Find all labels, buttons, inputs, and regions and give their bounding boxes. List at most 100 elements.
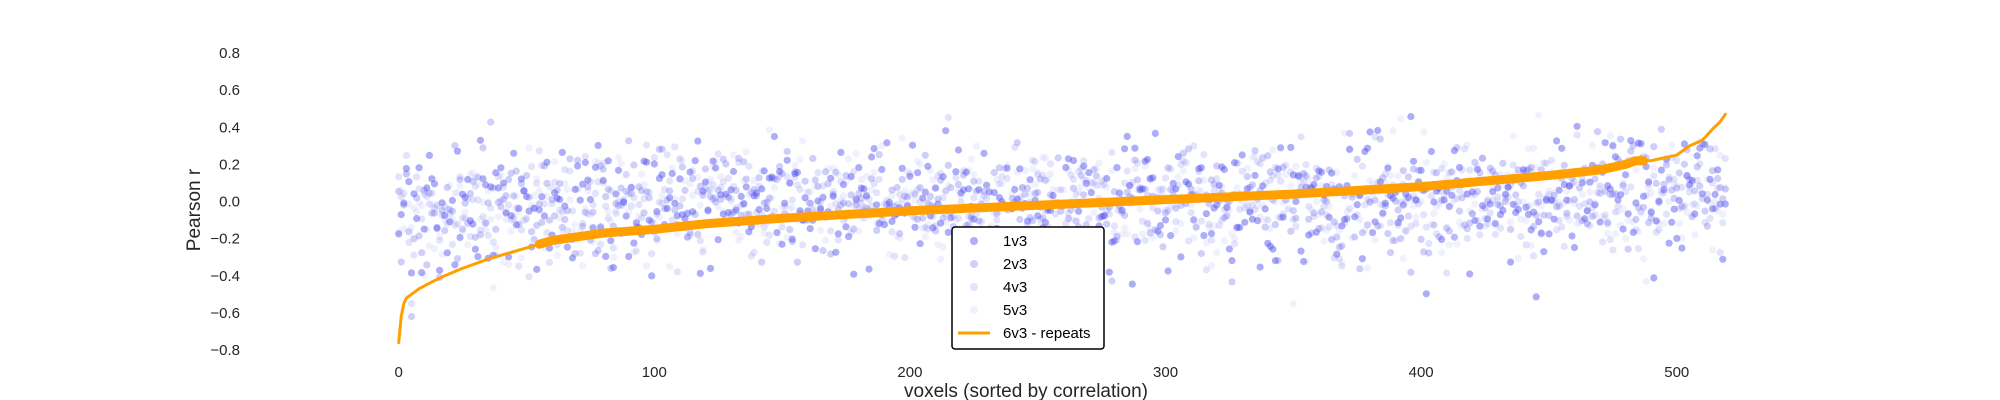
point-1v3 [1668,218,1676,226]
point-4v3 [1156,185,1164,193]
point-4v3 [1172,218,1180,226]
point-5v3 [942,218,950,226]
point-2v3 [1645,219,1653,227]
point-5v3 [469,169,477,177]
point-2v3 [466,189,474,198]
point-5v3 [845,155,853,163]
point-4v3 [1634,245,1642,253]
point-4v3 [528,163,536,171]
point-4v3 [827,227,835,235]
point-1v3 [1489,188,1497,196]
point-2v3 [1197,249,1205,258]
point-1v3 [1294,172,1303,180]
point-4v3 [650,154,658,162]
point-4v3 [1335,255,1343,263]
point-4v3 [1241,204,1249,212]
point-1v3 [750,192,758,200]
point-4v3 [1514,197,1522,205]
point-2v3 [827,250,835,258]
point-1v3 [712,164,720,172]
point-5v3 [1586,188,1594,196]
point-5v3 [1601,214,1609,222]
point-1v3 [1427,147,1435,156]
point-5v3 [1604,229,1612,238]
point-2v3 [1016,215,1024,224]
point-1v3 [873,201,881,209]
point-1v3 [1361,147,1369,156]
point-2v3 [1069,184,1078,192]
point-5v3 [1463,141,1471,149]
y-tick-label: 0.8 [219,45,240,62]
point-4v3 [584,210,592,218]
point-5v3 [553,252,561,260]
point-5v3 [750,177,758,185]
point-2v3 [1348,193,1356,201]
point-4v3 [487,204,495,212]
point-2v3 [543,179,551,187]
point-4v3 [448,240,456,248]
point-4v3 [551,178,559,186]
point-1v3 [1200,232,1208,240]
point-5v3 [1366,177,1374,185]
point-5v3 [1530,144,1538,152]
point-2v3 [1573,212,1581,220]
point-5v3 [528,201,536,210]
point-4v3 [1553,226,1561,234]
point-5v3 [545,183,554,191]
point-5v3 [1440,160,1448,168]
point-2v3 [852,201,860,209]
point-4v3 [829,188,837,196]
point-4v3 [1067,171,1075,179]
point-1v3 [1611,153,1619,161]
point-2v3 [1639,203,1648,211]
point-4v3 [1195,168,1203,176]
point-5v3 [1384,162,1392,170]
point-5v3 [1174,173,1182,181]
point-2v3 [1499,159,1507,167]
point-5v3 [673,230,681,238]
point-2v3 [1473,187,1481,196]
point-5v3 [1386,171,1395,180]
point-1v3 [1591,201,1599,209]
point-5v3 [773,176,781,184]
point-1v3 [418,269,426,277]
point-2v3 [1716,183,1724,192]
point-1v3 [1128,280,1136,288]
point-1v3 [630,239,638,247]
point-2v3 [1179,149,1187,157]
point-1v3 [1207,229,1216,238]
x-tick-label: 500 [1664,364,1689,381]
point-4v3 [1660,188,1668,196]
point-2v3 [597,162,605,170]
point-2v3 [1494,200,1502,209]
point-1v3 [1374,126,1382,135]
point-2v3 [1570,196,1579,204]
point-4v3 [1397,199,1405,207]
point-5v3 [914,157,922,165]
point-5v3 [1026,190,1034,198]
point-4v3 [1087,179,1095,187]
point-5v3 [1576,218,1584,226]
point-4v3 [1453,194,1461,203]
point-2v3 [1578,217,1586,225]
point-4v3 [1645,180,1653,188]
point-1v3 [520,187,528,195]
point-4v3 [1384,191,1392,199]
point-5v3 [612,207,620,215]
point-2v3 [397,258,405,266]
point-4v3 [1325,223,1333,231]
point-1v3 [842,223,850,231]
point-1v3 [1491,219,1499,228]
point-5v3 [1573,220,1581,228]
point-5v3 [906,192,914,200]
point-4v3 [1550,197,1558,205]
point-1v3 [1509,200,1517,208]
point-5v3 [1675,220,1683,228]
point-2v3 [788,238,796,246]
point-4v3 [1657,187,1665,195]
point-4v3 [696,237,704,245]
point-2v3 [980,188,988,196]
point-1v3 [1466,270,1474,278]
y-tick-label: 0.6 [219,82,240,99]
point-4v3 [1187,209,1195,217]
